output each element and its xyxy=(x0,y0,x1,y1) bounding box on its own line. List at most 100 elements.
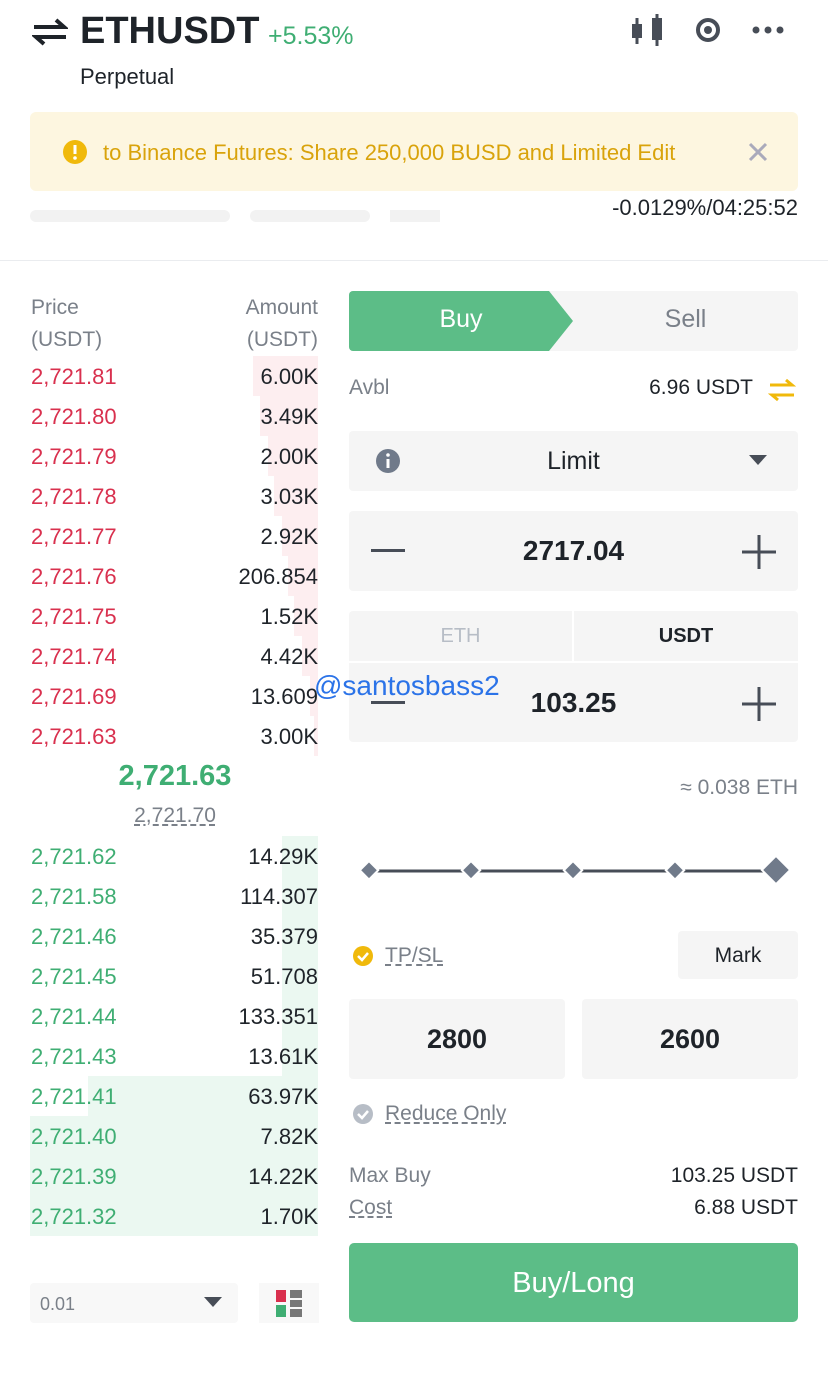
amount-unit: (USDT) xyxy=(246,328,318,351)
check-icon[interactable] xyxy=(352,1103,374,1125)
take-profit-input[interactable]: 2800 xyxy=(349,999,565,1079)
order-type[interactable]: Limit xyxy=(349,431,798,491)
ask-price: 2,721.77 xyxy=(31,524,117,549)
bid-price: 2,721.32 xyxy=(31,1204,117,1229)
submit-label: Buy/Long xyxy=(512,1267,635,1299)
last-price: 2,721.63 xyxy=(118,760,232,792)
depth-bar xyxy=(282,956,318,996)
depth-bar xyxy=(294,596,318,636)
order-type-value: Limit xyxy=(547,447,600,475)
price-value: 2717.04 xyxy=(522,535,625,566)
amount-input[interactable]: ETH USDT 103.25 xyxy=(349,611,798,742)
depth-bar xyxy=(30,1156,318,1196)
depth-bar xyxy=(282,836,318,876)
price-unit: (USDT) xyxy=(31,328,103,351)
precision-select[interactable]: 0.01 xyxy=(30,1283,238,1323)
depth-bar xyxy=(253,356,318,396)
close-icon[interactable] xyxy=(748,142,768,162)
bid-amount: 14.29K xyxy=(248,844,318,869)
cost-label: Cost xyxy=(349,1196,393,1219)
swap-icon[interactable] xyxy=(32,18,68,46)
dropdown-arrow xyxy=(204,1297,222,1307)
stop-loss-input[interactable]: 2600 xyxy=(582,999,798,1079)
ask-amount: 2.92K xyxy=(260,524,319,549)
bid-price: 2,721.40 xyxy=(31,1124,117,1149)
depth-bar xyxy=(282,516,318,556)
ask-amount: 3.00K xyxy=(260,724,319,749)
depth-bar xyxy=(282,1036,318,1076)
divider xyxy=(572,611,574,661)
price-input[interactable]: 2717.04 xyxy=(349,511,798,591)
avbl-label: Avbl xyxy=(349,376,390,399)
bid-amount: 51.708 xyxy=(250,964,318,989)
avbl-value: 6.96 USDT xyxy=(649,376,753,399)
trigger-select[interactable]: Mark xyxy=(678,931,798,979)
submit-button[interactable]: Buy/Long xyxy=(349,1243,798,1322)
bid-amount: 133.351 xyxy=(238,1004,318,1029)
change: +5.53% xyxy=(268,22,354,50)
depth-bar xyxy=(282,996,318,1036)
bid-price: 2,721.62 xyxy=(31,844,117,869)
symbol: ETHUSDT xyxy=(80,10,260,52)
placeholder xyxy=(390,210,440,222)
check-icon[interactable] xyxy=(352,945,374,967)
ask-amount: 2.00K xyxy=(260,444,319,469)
eth-tab[interactable]: ETH xyxy=(440,625,481,647)
ask-price: 2,721.75 xyxy=(31,604,117,629)
bid-price: 2,721.46 xyxy=(31,924,117,949)
stop-loss: 2600 xyxy=(659,1024,721,1054)
bid-amount: 7.82K xyxy=(260,1124,319,1149)
ask-amount: 6.00K xyxy=(260,364,319,389)
divider xyxy=(0,260,828,261)
depth-bar xyxy=(282,876,318,916)
tpsl-label: TP/SL xyxy=(385,944,444,967)
banner[interactable]: to Binance Futures: Share 250,000 BUSD a… xyxy=(30,112,798,191)
ask-amount: 206.854 xyxy=(238,564,318,589)
toolbar-icons[interactable] xyxy=(630,14,790,48)
bid-amount: 63.97K xyxy=(248,1084,318,1109)
funding: -0.0129%/04:25:52 xyxy=(612,196,798,220)
max-buy-value: 103.25 USDT xyxy=(670,1164,798,1187)
sell-tab[interactable]: Sell xyxy=(664,305,707,333)
ask-amount: 3.03K xyxy=(260,484,319,509)
bid-price: 2,721.41 xyxy=(31,1084,117,1109)
watermark: @santosbass2 xyxy=(314,670,500,701)
depth-bar xyxy=(30,1116,318,1156)
depth-bar xyxy=(260,396,318,436)
cost-value: 6.88 USDT xyxy=(694,1196,798,1219)
bid-price: 2,721.44 xyxy=(31,1004,117,1029)
plus[interactable] xyxy=(742,687,776,721)
contract: Perpetual xyxy=(80,64,175,89)
ask-price: 2,721.74 xyxy=(31,644,117,669)
ask-amount: 4.42K xyxy=(260,644,319,669)
depth-bar xyxy=(314,716,318,756)
plus[interactable] xyxy=(742,535,776,569)
layout-toggle[interactable] xyxy=(259,1283,319,1323)
mark-price: 2,721.70 xyxy=(134,804,216,827)
minus[interactable] xyxy=(371,549,405,553)
buy-tab[interactable]: Buy xyxy=(439,305,483,333)
minus[interactable] xyxy=(371,701,405,705)
ask-price: 2,721.79 xyxy=(31,444,117,469)
bid-amount: 13.61K xyxy=(248,1044,318,1069)
transfer-icon[interactable] xyxy=(768,377,796,403)
slider[interactable] xyxy=(355,855,795,887)
usdt-tab[interactable]: USDT xyxy=(658,625,714,647)
warning-icon xyxy=(63,140,87,164)
bid-price: 2,721.58 xyxy=(31,884,117,909)
ask-price: 2,721.78 xyxy=(31,484,117,509)
amount-label: Amount xyxy=(245,296,318,319)
depth-bar xyxy=(274,476,318,516)
take-profit: 2800 xyxy=(426,1024,488,1054)
ask-amount: 3.49K xyxy=(260,404,319,429)
bid-price: 2,721.45 xyxy=(31,964,117,989)
banner-text: to Binance Futures: Share 250,000 BUSD a… xyxy=(103,140,676,165)
side-tabs xyxy=(349,291,798,351)
ask-price: 2,721.63 xyxy=(31,724,117,749)
bid-amount: 114.307 xyxy=(240,884,318,909)
divider xyxy=(349,661,798,663)
estimate: ≈ 0.038 ETH xyxy=(680,776,798,799)
bid-amount: 1.70K xyxy=(260,1204,319,1229)
ask-amount: 1.52K xyxy=(260,604,319,629)
trigger: Mark xyxy=(714,944,762,967)
